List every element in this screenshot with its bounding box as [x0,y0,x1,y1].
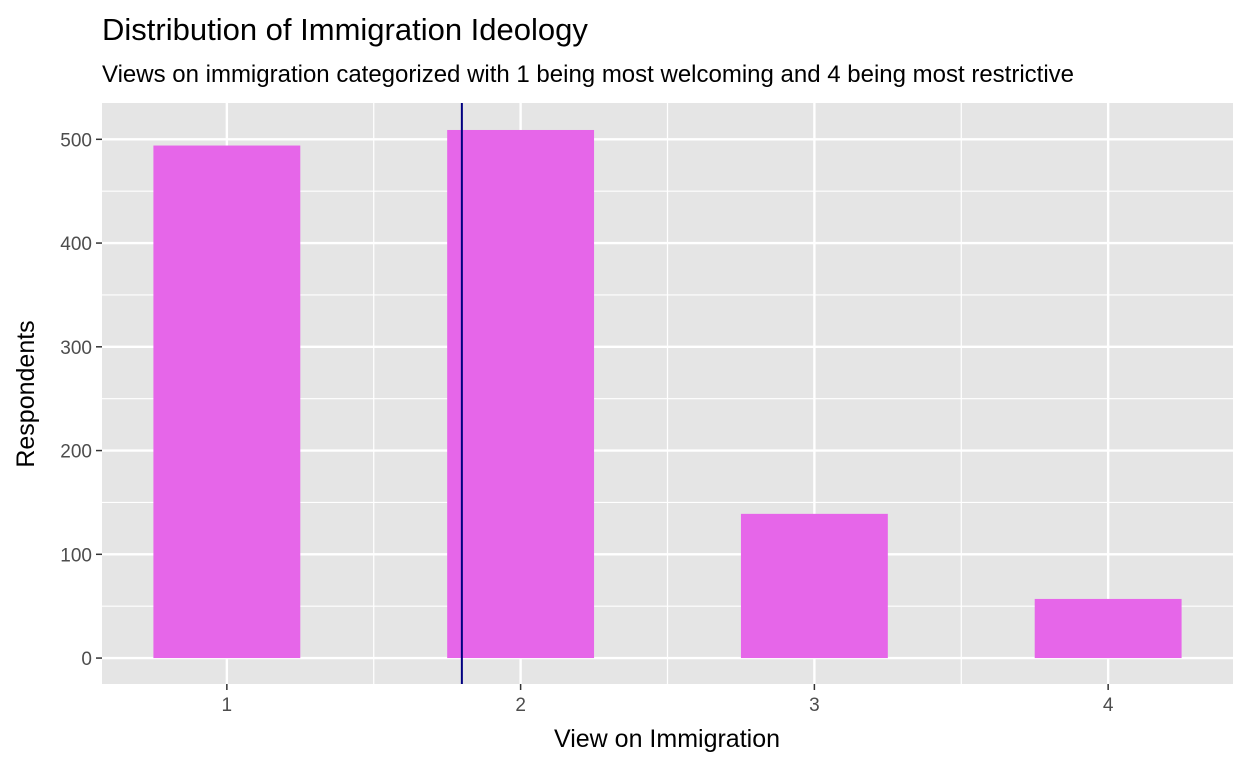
x-axis: 1 2 3 4 [222,684,1114,716]
x-axis-title: View on Immigration [554,725,780,753]
y-axis: 0 100 200 300 400 500 [60,130,102,670]
x-tick-label: 1 [222,695,233,716]
x-tick-label: 4 [1103,695,1114,716]
bars [153,129,1182,659]
bar-2 [447,129,595,659]
bar-3 [740,513,888,659]
bar-4 [1034,598,1182,659]
y-tick-label: 0 [81,649,92,670]
chart-subtitle: Views on immigration categorized with 1 … [102,61,1074,88]
x-tick-label: 3 [809,695,820,716]
y-tick-label: 300 [60,338,92,359]
y-axis-title: Respondents [12,320,40,467]
y-tick-label: 400 [60,234,92,255]
y-tick-label: 100 [60,545,92,566]
y-tick-label: 200 [60,442,92,463]
y-tick-label: 500 [60,130,92,151]
x-tick-label: 2 [515,695,526,716]
bar-1 [153,145,301,659]
chart-title: Distribution of Immigration Ideology [102,12,588,47]
